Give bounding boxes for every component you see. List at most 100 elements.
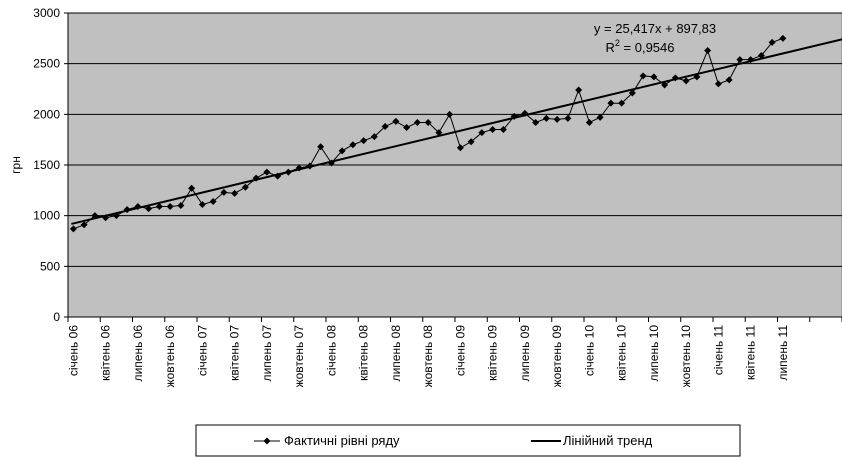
data-point-marker [166,203,174,211]
data-point-marker [575,86,583,94]
data-point-marker [231,189,239,197]
data-point-marker [489,126,497,134]
x-tick-label: жовтень 07 [292,325,306,388]
data-point-marker [349,141,357,149]
data-point-marker [564,114,572,122]
data-point-marker [607,99,615,107]
y-tick-label: 500 [40,259,60,273]
data-point-marker [456,144,464,152]
data-point-marker [639,72,647,80]
data-point-marker [403,124,411,132]
data-point-marker [650,73,658,81]
data-point-marker [596,113,604,121]
data-point-marker [284,168,292,176]
data-point-marker [198,201,206,209]
data-point-marker [241,183,249,191]
legend-trend-label: Лінійний тренд [563,433,653,448]
data-point-marker [91,212,99,220]
legend-actual-marker [263,437,271,445]
data-point-marker [714,80,722,88]
y-axis-ticks: 0 500 1000 1500 2000 2500 3000 [33,6,69,324]
data-point-marker [102,214,110,222]
x-tick-label: жовтень 10 [679,325,693,388]
data-point-marker [618,99,626,107]
x-tick-label: липень 11 [776,325,790,381]
data-point-marker [263,168,271,176]
legend-actual-label: Фактичні рівні ряду [284,433,400,448]
data-point-marker [69,225,77,233]
data-point-marker [779,34,787,42]
x-tick-label: липень 08 [389,325,403,382]
y-tick-label: 0 [53,310,60,324]
data-point-marker [628,89,636,97]
x-tick-label: січень 09 [453,325,467,376]
data-point-marker [317,143,325,151]
data-point-marker [274,172,282,180]
data-point-marker [768,38,776,46]
y-tick-label: 3000 [33,6,60,20]
data-point-marker [155,203,163,211]
x-tick-label: січень 07 [195,325,209,376]
x-tick-label: квітень 07 [228,325,242,381]
data-point-marker [553,115,561,123]
data-point-marker [747,56,755,64]
data-point-marker [725,76,733,84]
x-tick-label: жовтень 09 [550,325,564,388]
x-axis-ticks: січень 06 квітень 06 липень 06 жовтень 06 сі… [66,316,842,388]
data-point-marker [467,138,475,146]
data-point-marker [209,197,217,205]
data-point-marker [424,118,432,126]
x-tick-label: жовтень 06 [163,325,177,388]
x-tick-label: липень 07 [260,325,274,382]
legend-box [195,424,741,457]
r-squared: R2 = 0,9546 [606,38,675,55]
y-tick-label: 2000 [33,107,60,121]
data-point-marker [252,174,260,182]
data-point-marker [585,118,593,126]
data-point-marker [80,221,88,229]
data-point-marker [370,133,378,141]
x-tick-label: квітень 09 [486,325,500,381]
data-point-marker [381,122,389,130]
data-point-marker [112,212,120,220]
data-point-marker [510,112,518,120]
data-point-marker [693,73,701,81]
data-point-marker [360,137,368,145]
data-point-marker [306,162,314,170]
legend: Фактичні рівні ряду Лінійний тренд [195,424,741,457]
data-point-marker [413,118,421,126]
x-tick-label: липень 10 [647,325,661,382]
data-point-marker [499,126,507,134]
x-tick-label: квітень 10 [615,325,629,381]
x-tick-label: липень 06 [131,325,145,382]
x-tick-label: квітень 11 [744,325,758,380]
data-point-marker [757,52,765,60]
data-point-marker [145,205,153,213]
x-tick-label: січень 08 [324,325,338,376]
data-point-marker [532,118,540,126]
y-tick-label: 2500 [33,57,60,71]
data-point-marker [446,110,454,118]
y-tick-label: 1000 [33,209,60,223]
data-point-marker [327,159,335,167]
data-point-marker [134,203,142,211]
data-point-marker [392,117,400,125]
data-point-marker [338,147,346,155]
data-point-marker [177,202,185,210]
data-point-marker [123,206,131,214]
data-point-marker [682,77,690,85]
x-tick-label: квітень 06 [99,325,113,381]
y-axis-label: грн [9,156,23,174]
data-point-marker [521,109,529,117]
data-point-marker [736,56,744,64]
x-tick-label: січень 10 [582,325,596,376]
x-tick-label: січень 11 [711,325,725,376]
data-point-marker [661,81,669,89]
trend-equation: y = 25,417x + 897,83 [594,21,716,36]
data-point-marker [188,184,196,192]
data-point-marker [542,114,550,122]
data-point-marker [478,129,486,137]
actual-series-group [69,34,787,233]
y-tick-label: 1500 [33,158,60,172]
